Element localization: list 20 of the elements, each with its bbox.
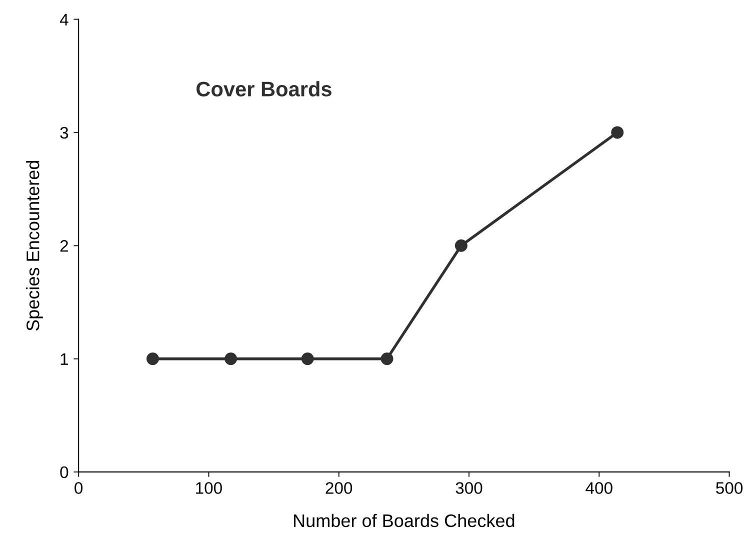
point: [224, 352, 238, 366]
point: [454, 239, 468, 252]
y-tick-label: 0: [60, 466, 68, 478]
y-tick-label: 1: [60, 353, 68, 365]
y-tick-label: 2: [60, 240, 68, 252]
x-tick-label: 0: [74, 482, 83, 494]
y-tick-label: 3: [60, 126, 68, 139]
y-tick-label: 4: [60, 14, 68, 26]
x-tick-label: 300: [456, 482, 482, 494]
x-tick-label: 400: [586, 482, 612, 494]
x-tick-label: 500: [716, 482, 743, 494]
point: [146, 352, 159, 366]
y-axis-title: Species Encountered: [26, 160, 43, 331]
x-axis-title: Number of Boards Checked: [294, 514, 514, 528]
x-tick-label: 100: [196, 482, 222, 494]
point: [301, 352, 314, 366]
text: Cover Boards: [196, 81, 332, 96]
point: [380, 352, 394, 366]
x-tick-label: 200: [326, 482, 352, 494]
point: [611, 126, 624, 139]
